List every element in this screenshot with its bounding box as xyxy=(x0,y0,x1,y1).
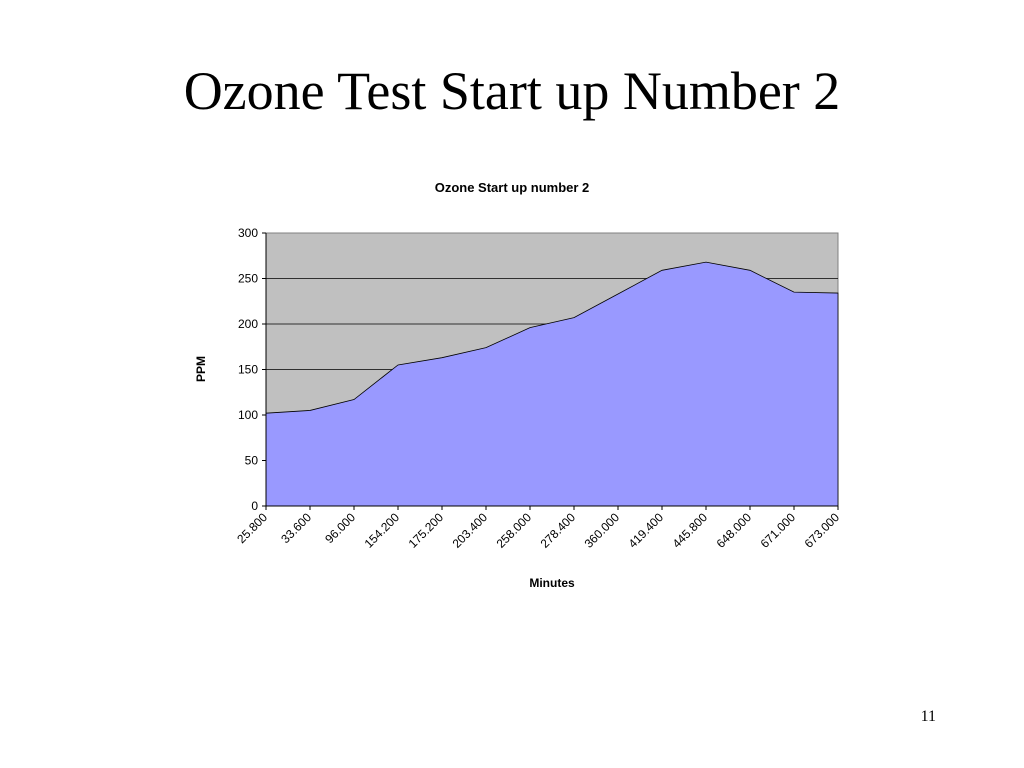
x-tick-label: 445.800 xyxy=(670,510,711,551)
x-tick-label: 278.400 xyxy=(538,510,579,551)
x-tick-label: 154.200 xyxy=(362,510,403,551)
x-axis-label: Minutes xyxy=(529,576,575,590)
x-tick-label: 175.200 xyxy=(406,510,447,551)
x-tick-label: 25.800 xyxy=(234,510,270,546)
y-tick-label: 150 xyxy=(238,363,258,377)
y-tick-labels: 0 50 100 150 200 250 300 xyxy=(238,226,266,513)
chart-title: Ozone Start up number 2 xyxy=(435,180,590,195)
x-tick-label: 96.000 xyxy=(322,510,358,546)
y-tick-label: 300 xyxy=(238,226,258,240)
x-tick-label: 258.000 xyxy=(494,510,535,551)
page-number: 11 xyxy=(920,708,936,725)
x-tick-labels: 25.800 33.600 96.000 154.200 175.200 203.400 2… xyxy=(234,506,842,551)
y-axis-label: PPM xyxy=(194,356,208,382)
y-tick-label: 0 xyxy=(251,499,258,513)
data-area xyxy=(265,261,839,507)
x-tick-label: 360.000 xyxy=(582,510,623,551)
y-tick-label: 50 xyxy=(245,454,259,468)
x-tick-label: 419.400 xyxy=(626,510,667,551)
x-tick-label: 671.000 xyxy=(758,510,799,551)
y-tick-label: 250 xyxy=(238,272,258,286)
x-tick-label: 203.400 xyxy=(450,510,491,551)
x-tick-label: 648.000 xyxy=(714,510,755,551)
y-tick-label: 200 xyxy=(238,317,258,331)
y-tick-label: 100 xyxy=(238,408,258,422)
x-tick-label: 33.600 xyxy=(278,510,314,546)
x-tick-label: 673.000 xyxy=(802,510,843,551)
slide-title: Ozone Test Start up Number 2 xyxy=(183,61,841,121)
